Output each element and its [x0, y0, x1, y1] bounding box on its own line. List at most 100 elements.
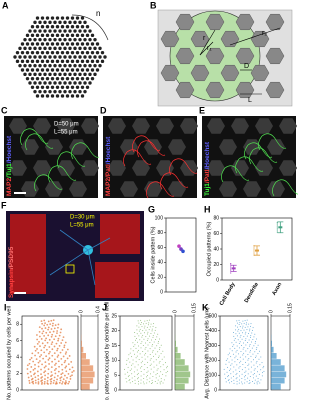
- hist-bar: [81, 371, 95, 378]
- neurite: [258, 133, 287, 151]
- hist-tick-label: 0.4: [95, 306, 101, 313]
- lattice-dot: [78, 63, 82, 68]
- cloud-dot: [45, 331, 48, 334]
- cloud-dot: [151, 328, 153, 330]
- lattice-dot: [48, 89, 52, 94]
- cloud-dot: [159, 338, 161, 340]
- lattice-dot: [33, 20, 37, 25]
- cloud-dot: [225, 359, 227, 361]
- cloud-dot: [131, 377, 133, 379]
- cloud-dot: [241, 338, 243, 340]
- hist-bar: [271, 353, 277, 359]
- lattice-dot: [30, 50, 35, 55]
- lattice-dot: [55, 42, 60, 46]
- cloud-dot: [64, 374, 66, 377]
- cloud-dot: [47, 320, 50, 323]
- cloud-dot: [39, 360, 41, 362]
- lattice-dot: [63, 55, 67, 59]
- cloud-dot: [153, 366, 155, 368]
- data-point: [181, 249, 185, 254]
- hexagon: [81, 160, 99, 176]
- panel-letter: E: [199, 105, 205, 115]
- cloud-dot: [149, 359, 151, 361]
- lattice-dot: [35, 33, 40, 38]
- lattice-dot: [48, 37, 52, 42]
- schematic-label: r₁: [207, 45, 212, 52]
- cloud-dot: [127, 358, 129, 360]
- y-tick-label: 500: [209, 313, 218, 319]
- lattice-dot: [48, 20, 52, 25]
- cloud-dot: [233, 332, 235, 334]
- cloud-dot: [153, 355, 155, 357]
- lattice-dot: [88, 72, 92, 77]
- cloud-dot: [156, 382, 158, 384]
- cloud-dot: [240, 360, 242, 362]
- cloud-dot: [248, 363, 250, 365]
- hist-tick-label: 0: [268, 310, 274, 313]
- lattice-dot: [68, 37, 72, 42]
- lattice-dot: [78, 89, 82, 94]
- cloud-dot: [46, 382, 49, 385]
- cloud-dot: [257, 380, 259, 382]
- cloud-dot: [144, 363, 146, 365]
- y-tick-label: 25: [111, 313, 117, 319]
- lattice-dot: [35, 76, 40, 81]
- cloud-dot: [54, 335, 57, 338]
- hist-bar: [175, 365, 189, 372]
- cloud-dot: [226, 371, 228, 373]
- lattice-dot: [18, 46, 22, 51]
- cloud-dot: [150, 358, 152, 360]
- cloud-dot: [240, 350, 242, 352]
- lattice-dot: [48, 72, 52, 77]
- lattice-dot: [95, 68, 100, 72]
- hexagon: [250, 64, 270, 82]
- plot-frame: [165, 217, 197, 293]
- hexagon: [219, 139, 237, 155]
- cloud-dot: [150, 323, 152, 325]
- cloud-dot: [238, 375, 240, 377]
- cloud-dot: [246, 329, 248, 331]
- cloud-dot: [156, 364, 158, 366]
- lattice-dot: [33, 89, 37, 94]
- cloud-dot: [71, 366, 74, 369]
- lattice-dot: [58, 72, 62, 77]
- cloud-dot: [40, 354, 43, 356]
- y-tick-label: 100: [209, 373, 218, 379]
- cloud-dot: [136, 374, 138, 376]
- cloud-dot: [256, 338, 258, 340]
- cloud-dot: [37, 382, 40, 385]
- cloud-dot: [239, 322, 241, 324]
- hexagon: [279, 118, 297, 134]
- y-axis-label: Avg. Distance with Nearest cells (μm): [204, 307, 210, 399]
- cloud-dot: [129, 352, 131, 354]
- cloud-dot: [249, 351, 251, 353]
- cloud-dot: [43, 324, 46, 327]
- lattice-dot: [70, 76, 75, 81]
- hexagon: [220, 64, 240, 82]
- cloud-dot: [37, 381, 40, 383]
- cloud-dot: [60, 376, 63, 379]
- cloud-dot: [250, 350, 252, 352]
- lattice-dot: [28, 37, 32, 42]
- lattice-dot: [55, 33, 60, 38]
- hexagon: [81, 118, 99, 134]
- cloud-dot: [47, 368, 50, 371]
- lattice-dot: [68, 81, 72, 85]
- lattice-dot: [23, 63, 27, 68]
- lattice-dot: [25, 50, 30, 55]
- lattice-dot: [73, 81, 77, 85]
- lattice-dot: [83, 72, 87, 77]
- lattice-dot: [83, 20, 87, 25]
- cloud-dot: [31, 381, 34, 384]
- lattice-dot: [33, 37, 37, 42]
- cloud-dot: [151, 379, 153, 381]
- cloud-dot: [140, 323, 142, 325]
- lattice-dot: [48, 46, 52, 51]
- cloud-dot: [43, 319, 46, 322]
- y-tick-label: 100: [155, 215, 164, 221]
- cloud-dot: [54, 324, 57, 326]
- y-tick-label: 60: [157, 245, 163, 251]
- lattice-dot: [70, 16, 75, 20]
- cloud-dot: [146, 333, 148, 335]
- cloud-dot: [48, 363, 50, 365]
